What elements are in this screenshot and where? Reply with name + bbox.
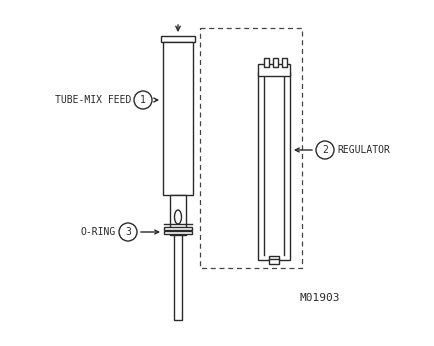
Text: REGULATOR: REGULATOR xyxy=(336,145,389,155)
Circle shape xyxy=(134,91,151,109)
Text: M01903: M01903 xyxy=(299,293,339,303)
Bar xyxy=(164,227,191,230)
Bar xyxy=(164,231,191,234)
Bar xyxy=(273,58,277,67)
Bar xyxy=(281,58,286,67)
Text: 2: 2 xyxy=(321,145,327,155)
Bar xyxy=(268,256,278,264)
Bar xyxy=(161,36,194,42)
Text: O-RING: O-RING xyxy=(81,227,116,237)
Bar xyxy=(170,195,186,235)
Text: TUBE-MIX FEED: TUBE-MIX FEED xyxy=(55,95,131,105)
Circle shape xyxy=(315,141,333,159)
Bar xyxy=(200,28,301,268)
Bar xyxy=(163,42,193,195)
Bar xyxy=(263,58,268,67)
Ellipse shape xyxy=(174,210,181,224)
Text: 3: 3 xyxy=(125,227,131,237)
Circle shape xyxy=(119,223,137,241)
Bar xyxy=(257,72,289,260)
Text: 1: 1 xyxy=(140,95,145,105)
Bar xyxy=(174,235,181,320)
Bar xyxy=(257,64,289,76)
